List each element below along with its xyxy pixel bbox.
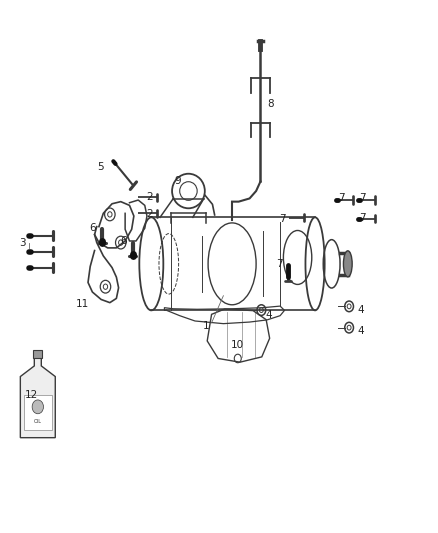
Bar [33, 350, 42, 358]
Text: 4: 4 [265, 310, 272, 320]
Bar [24, 395, 52, 430]
Text: 1: 1 [203, 321, 209, 331]
Text: 7: 7 [279, 214, 286, 224]
Text: 3: 3 [19, 238, 26, 247]
Polygon shape [20, 358, 55, 438]
Text: 11: 11 [76, 298, 89, 309]
Text: 6: 6 [120, 236, 127, 246]
Text: 6: 6 [89, 223, 95, 233]
Text: 9: 9 [175, 176, 181, 187]
Text: 2: 2 [146, 192, 152, 203]
Text: 7: 7 [276, 259, 283, 269]
Text: 7: 7 [359, 213, 366, 223]
Ellipse shape [343, 251, 352, 277]
Text: 7: 7 [359, 193, 366, 204]
Text: 7: 7 [338, 193, 345, 204]
Text: 2: 2 [146, 209, 152, 220]
Text: 10: 10 [231, 340, 244, 350]
Text: 4: 4 [357, 305, 364, 315]
Circle shape [32, 400, 43, 414]
Text: 5: 5 [97, 161, 103, 172]
Text: 12: 12 [25, 390, 38, 400]
Text: OIL: OIL [34, 419, 42, 424]
Text: 4: 4 [357, 326, 364, 336]
Text: 8: 8 [267, 99, 274, 109]
